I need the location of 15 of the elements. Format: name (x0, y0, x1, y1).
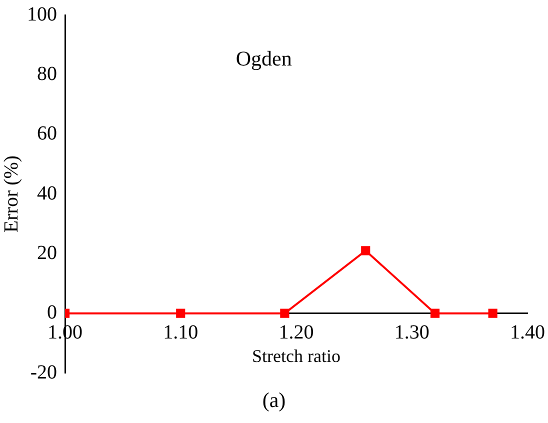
y-tick-label: 0 (47, 302, 57, 324)
x-tick-label: 1.30 (394, 322, 430, 344)
y-tick-label: 40 (37, 182, 57, 204)
x-tick-label: 1.10 (163, 322, 198, 344)
x-axis-title: Stretch ratio (252, 346, 340, 366)
y-tick-label: 100 (27, 3, 57, 26)
y-tick-label: 80 (37, 62, 57, 85)
text: Ogden (236, 46, 292, 71)
y-tick-label: 20 (37, 242, 57, 264)
x-tick-label: 1.40 (510, 322, 545, 344)
y-tick-label: -20 (30, 361, 57, 384)
x-tick-label: 1.20 (278, 322, 314, 344)
y-tick-label: 60 (37, 122, 57, 145)
y-axis-title: Error (%) (0, 155, 22, 233)
text: (a) (261, 388, 287, 413)
